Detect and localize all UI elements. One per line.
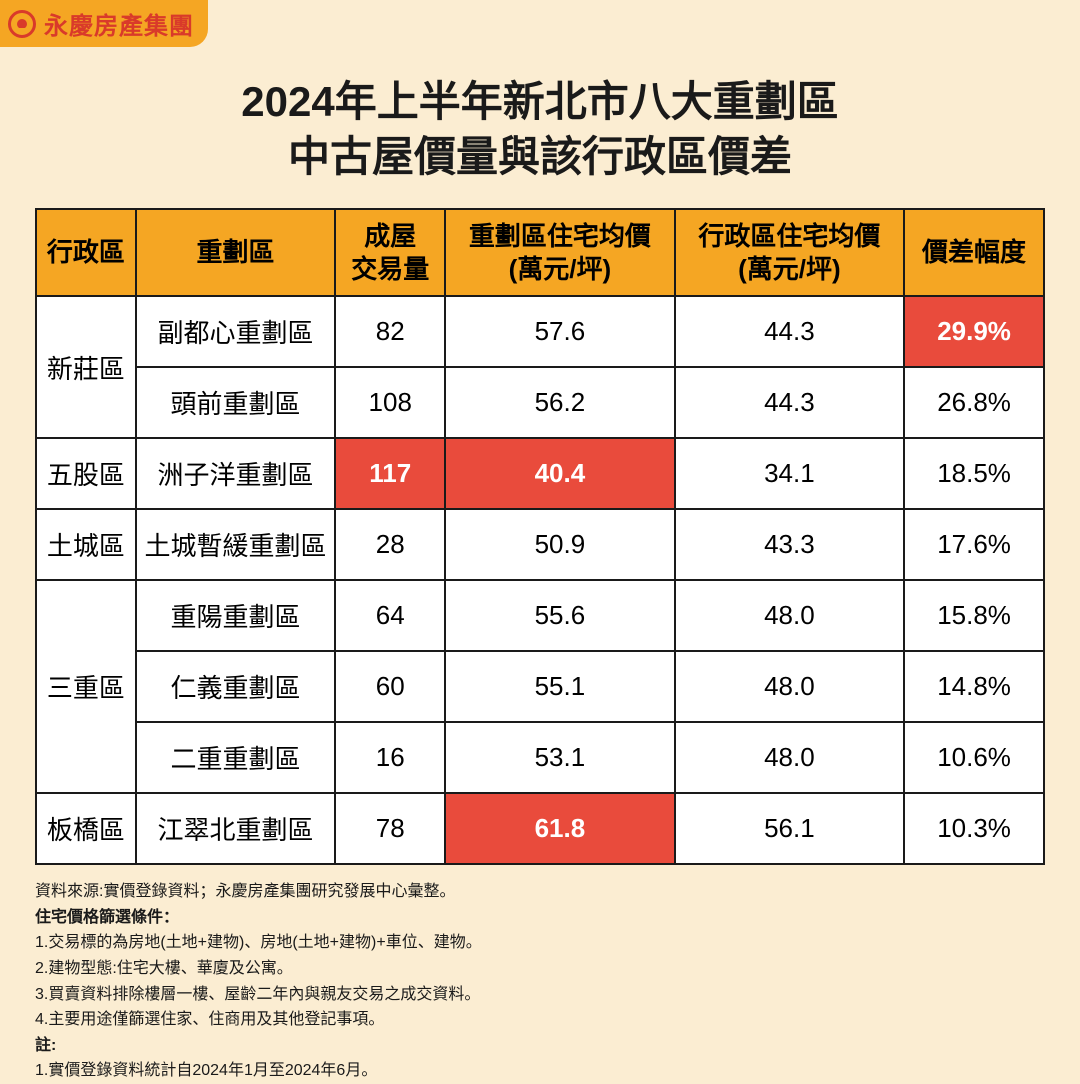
- th-district: 行政區: [36, 209, 136, 296]
- cell-diff: 17.6%: [904, 509, 1044, 580]
- cell-district: 五股區: [36, 438, 136, 509]
- cell-district-price: 48.0: [675, 722, 904, 793]
- header-row: 行政區 重劃區 成屋 交易量 重劃區住宅均價 (萬元/坪) 行政區住宅均價 (萬…: [36, 209, 1044, 296]
- cell-volume: 16: [335, 722, 445, 793]
- th-zone-price: 重劃區住宅均價 (萬元/坪): [445, 209, 674, 296]
- logo-icon: [8, 10, 36, 38]
- cond-2: 2.建物型態:住宅大樓、華廈及公寓。: [35, 956, 1045, 982]
- cell-volume: 78: [335, 793, 445, 864]
- cell-diff: 15.8%: [904, 580, 1044, 651]
- cell-zone: 重陽重劃區: [136, 580, 336, 651]
- table-row: 土城區土城暫緩重劃區2850.943.317.6%: [36, 509, 1044, 580]
- cell-district: 土城區: [36, 509, 136, 580]
- cell-district-price: 48.0: [675, 651, 904, 722]
- cell-zone-price: 53.1: [445, 722, 674, 793]
- cell-district-price: 44.3: [675, 367, 904, 438]
- cell-volume: 108: [335, 367, 445, 438]
- cell-zone: 洲子洋重劃區: [136, 438, 336, 509]
- cell-district-price: 56.1: [675, 793, 904, 864]
- cell-district-price: 48.0: [675, 580, 904, 651]
- cell-volume: 117: [335, 438, 445, 509]
- footer-notes: 資料來源:實價登錄資料；永慶房產集團研究發展中心彙整。 住宅價格篩選條件： 1.…: [35, 879, 1045, 1084]
- th-district-price: 行政區住宅均價 (萬元/坪): [675, 209, 904, 296]
- cell-district: 三重區: [36, 580, 136, 793]
- note-title: 註:: [35, 1033, 1045, 1059]
- title-line-2: 中古屋價量與該行政區價差: [0, 130, 1080, 185]
- table-row: 二重重劃區1653.148.010.6%: [36, 722, 1044, 793]
- cond-1: 1.交易標的為房地(土地+建物)、房地(土地+建物)+車位、建物。: [35, 930, 1045, 956]
- cell-zone: 江翠北重劃區: [136, 793, 336, 864]
- cell-zone-price: 55.6: [445, 580, 674, 651]
- cond-4: 4.主要用途僅篩選住家、住商用及其他登記事項。: [35, 1007, 1045, 1033]
- cell-zone-price: 40.4: [445, 438, 674, 509]
- th-volume: 成屋 交易量: [335, 209, 445, 296]
- table-row: 三重區重陽重劃區6455.648.015.8%: [36, 580, 1044, 651]
- cell-diff: 14.8%: [904, 651, 1044, 722]
- cell-zone-price: 61.8: [445, 793, 674, 864]
- page-title: 2024年上半年新北市八大重劃區 中古屋價量與該行政區價差: [0, 75, 1080, 184]
- cell-district-price: 34.1: [675, 438, 904, 509]
- table-row: 新莊區副都心重劃區8257.644.329.9%: [36, 296, 1044, 367]
- table-row: 五股區洲子洋重劃區11740.434.118.5%: [36, 438, 1044, 509]
- cell-zone-price: 50.9: [445, 509, 674, 580]
- cond-3: 3.買賣資料排除樓層一樓、屋齡二年內與親友交易之成交資料。: [35, 982, 1045, 1008]
- cell-diff: 29.9%: [904, 296, 1044, 367]
- table-body: 新莊區副都心重劃區8257.644.329.9%頭前重劃區10856.244.3…: [36, 296, 1044, 864]
- cell-district: 板橋區: [36, 793, 136, 864]
- cell-district-price: 43.3: [675, 509, 904, 580]
- cell-zone-price: 55.1: [445, 651, 674, 722]
- cell-volume: 64: [335, 580, 445, 651]
- cell-diff: 26.8%: [904, 367, 1044, 438]
- table-row: 板橋區江翠北重劃區7861.856.110.3%: [36, 793, 1044, 864]
- table-row: 頭前重劃區10856.244.326.8%: [36, 367, 1044, 438]
- table-row: 仁義重劃區6055.148.014.8%: [36, 651, 1044, 722]
- title-line-1: 2024年上半年新北市八大重劃區: [0, 75, 1080, 130]
- th-diff: 價差幅度: [904, 209, 1044, 296]
- cell-zone: 二重重劃區: [136, 722, 336, 793]
- cell-volume: 60: [335, 651, 445, 722]
- cell-zone: 仁義重劃區: [136, 651, 336, 722]
- cell-diff: 10.3%: [904, 793, 1044, 864]
- cell-zone: 副都心重劃區: [136, 296, 336, 367]
- cell-diff: 10.6%: [904, 722, 1044, 793]
- cell-district-price: 44.3: [675, 296, 904, 367]
- cell-volume: 28: [335, 509, 445, 580]
- cond-title: 住宅價格篩選條件：: [35, 905, 1045, 931]
- source-text: 資料來源:實價登錄資料；永慶房產集團研究發展中心彙整。: [35, 879, 1045, 905]
- cell-zone-price: 57.6: [445, 296, 674, 367]
- cell-district: 新莊區: [36, 296, 136, 438]
- cell-zone: 頭前重劃區: [136, 367, 336, 438]
- price-table: 行政區 重劃區 成屋 交易量 重劃區住宅均價 (萬元/坪) 行政區住宅均價 (萬…: [35, 208, 1045, 865]
- cell-volume: 82: [335, 296, 445, 367]
- cell-diff: 18.5%: [904, 438, 1044, 509]
- logo-text: 永慶房產集團: [44, 6, 194, 41]
- cell-zone: 土城暫緩重劃區: [136, 509, 336, 580]
- cell-zone-price: 56.2: [445, 367, 674, 438]
- brand-logo: 永慶房產集團: [0, 0, 208, 47]
- note-1: 1.實價登錄資料統計自2024年1月至2024年6月。: [35, 1058, 1045, 1084]
- data-table-container: 行政區 重劃區 成屋 交易量 重劃區住宅均價 (萬元/坪) 行政區住宅均價 (萬…: [35, 208, 1045, 865]
- th-zone: 重劃區: [136, 209, 336, 296]
